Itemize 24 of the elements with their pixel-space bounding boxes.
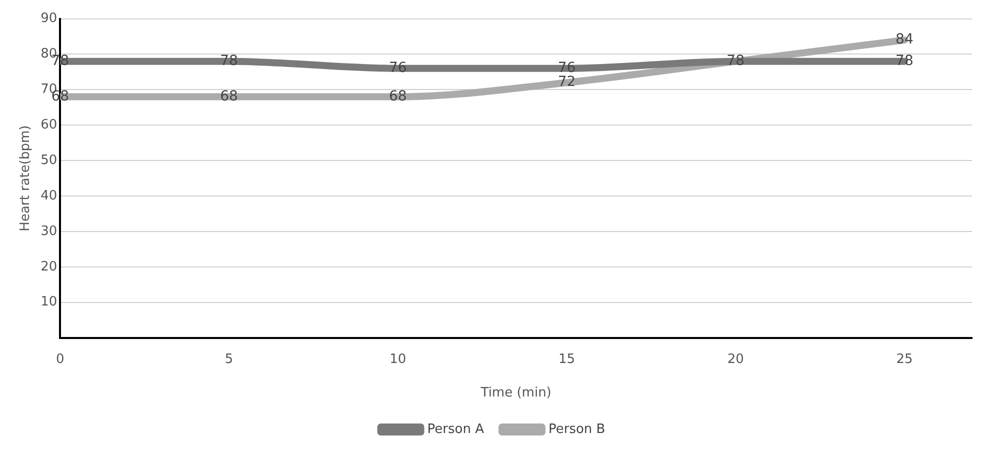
x-tick-label: 15 <box>558 352 576 367</box>
y-axis-title: Heart rate(bpm) <box>18 125 34 232</box>
y-tick-label: 50 <box>40 152 58 168</box>
x-tick-label: 20 <box>727 352 744 367</box>
x-tick-label: 0 <box>56 352 64 367</box>
x-tick-label: 25 <box>896 352 913 367</box>
y-tick-label: 10 <box>40 294 58 310</box>
legend-label: Person B <box>548 422 606 437</box>
data-label: 78 <box>726 52 745 69</box>
x-tick-label: 5 <box>224 352 234 367</box>
data-label: 68 <box>220 88 238 104</box>
data-label: 76 <box>558 60 576 76</box>
x-axis-title: Time (min) <box>480 386 552 401</box>
data-label: 68 <box>388 88 407 104</box>
x-tick-label: 10 <box>390 352 406 367</box>
y-tick-label: 40 <box>40 188 58 204</box>
data-label: 78 <box>220 52 238 69</box>
data-label: 72 <box>558 74 576 90</box>
legend-label: Person A <box>427 422 484 437</box>
y-tick-label: 30 <box>40 224 58 239</box>
y-tick-label: 60 <box>40 118 58 133</box>
y-tick-label: 90 <box>40 11 58 26</box>
data-label: 76 <box>388 60 407 76</box>
y-tick-label: 20 <box>40 259 58 274</box>
